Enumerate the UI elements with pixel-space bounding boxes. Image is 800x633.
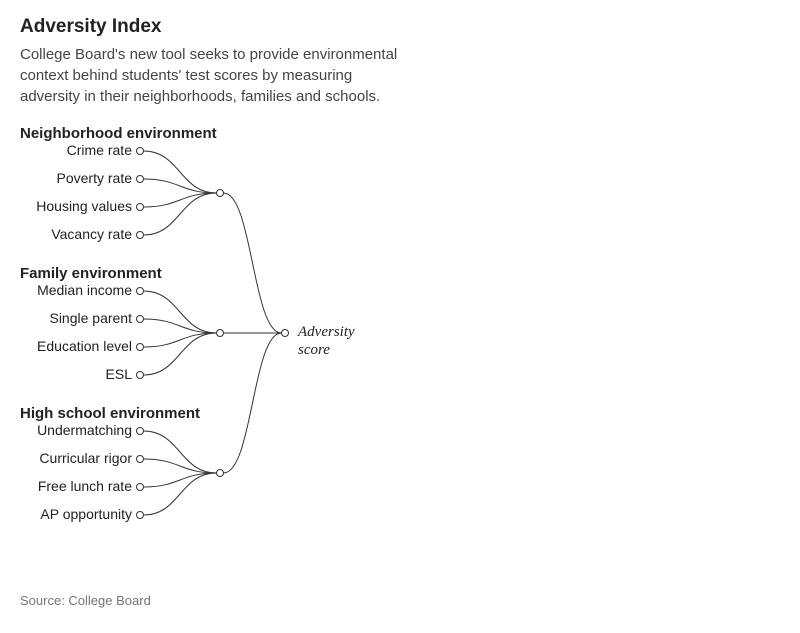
- node-circle: [137, 456, 144, 463]
- output-label-text: Adversity: [298, 324, 355, 340]
- edge-curve: [144, 333, 217, 375]
- edge-curve: [144, 319, 217, 333]
- node-circle: [137, 204, 144, 211]
- adversity-diagram: Neighborhood environmentCrime rate Povert…: [20, 125, 440, 585]
- edge-curve: [144, 179, 217, 193]
- item-label: Housing values: [36, 198, 132, 214]
- group-header: High school environment: [20, 405, 200, 422]
- edge-curve: [224, 193, 282, 333]
- edge-curve: [144, 193, 217, 207]
- node-circle: [217, 330, 224, 337]
- item-label: ESL: [106, 366, 132, 382]
- page-subtitle: College Board's new tool seeks to provid…: [20, 44, 400, 107]
- group-header: Neighborhood environment: [20, 125, 217, 142]
- item-label: Undermatching: [37, 422, 132, 438]
- node-circle: [217, 190, 224, 197]
- node-circle: [137, 372, 144, 379]
- item-label: Crime rate: [67, 142, 132, 158]
- node-circle: [137, 176, 144, 183]
- edge-curve: [144, 473, 217, 515]
- node-circle: [137, 512, 144, 519]
- node-circle: [137, 316, 144, 323]
- node-circle: [137, 288, 144, 295]
- node-circle: [137, 484, 144, 491]
- source-attribution: Source: College Board: [20, 593, 780, 608]
- item-label: Poverty rate: [57, 170, 132, 186]
- item-label: Vacancy rate: [51, 226, 132, 242]
- node-circle: [217, 470, 224, 477]
- edge-curve: [224, 333, 282, 473]
- edge-curve: [144, 431, 217, 473]
- node-circle: [137, 232, 144, 239]
- node-circle: [137, 428, 144, 435]
- edge-curve: [144, 473, 217, 487]
- edge-curve: [144, 459, 217, 473]
- item-label: Median income: [37, 282, 132, 298]
- edge-curve: [144, 333, 217, 347]
- item-label: Free lunch rate: [38, 478, 132, 494]
- item-label: AP opportunity: [40, 506, 132, 522]
- item-label: Single parent: [49, 310, 132, 326]
- item-label: Curricular rigor: [39, 450, 132, 466]
- group-header: Family environment: [20, 265, 162, 282]
- edge-curve: [144, 193, 217, 235]
- node-circle: [137, 148, 144, 155]
- node-circle: [282, 330, 289, 337]
- edge-curve: [144, 291, 217, 333]
- page-title: Adversity Index: [20, 16, 780, 38]
- edge-curve: [144, 151, 217, 193]
- item-label: Education level: [37, 338, 132, 354]
- output-label: Adversity score: [298, 323, 355, 359]
- output-label-text-2: score: [298, 342, 330, 358]
- node-circle: [137, 344, 144, 351]
